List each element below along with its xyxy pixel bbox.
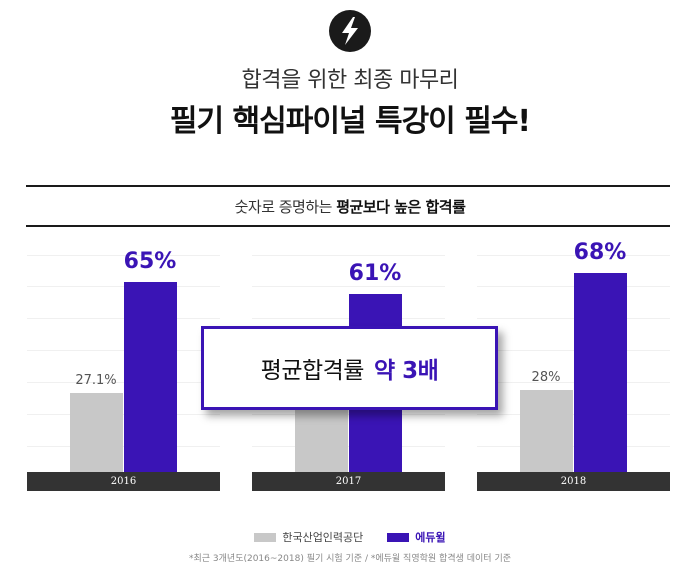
bar-baseline-2017 (295, 399, 348, 472)
legend-swatch-eduwill (387, 532, 410, 542)
bar-baseline-2018 (520, 390, 573, 472)
headline-main: 필기 핵심파이널 특강이 필수! (169, 104, 531, 139)
data-label-eduwill-2017: 61% (348, 261, 402, 286)
gridline (252, 318, 445, 319)
gridline (477, 255, 670, 256)
callout-highlight: 약 3배 (373, 358, 439, 384)
x-tick-label-2017: 2017 (252, 472, 445, 491)
gridline (27, 318, 220, 319)
gridline (27, 414, 220, 415)
data-label-eduwill-2016: 65% (123, 249, 177, 274)
chart-panel-2018: 28% 68% 2018 (477, 240, 670, 491)
legend: 한국산업인력공단 에듀윌 (0, 529, 700, 545)
headline-top: 합격을 위한 최종 마무리 (241, 68, 459, 93)
x-tick-label-2018: 2018 (477, 472, 670, 491)
gridline (477, 350, 670, 351)
data-label-eduwill-2018: 68% (573, 240, 627, 265)
gridline (27, 382, 220, 383)
bar-baseline-2016 (70, 393, 123, 472)
gridline (477, 286, 670, 287)
divider-top (26, 185, 670, 187)
legend-label-eduwill: 에듀윌 (415, 531, 446, 544)
subheading-normal: 숫자로 증명하는 (234, 198, 333, 216)
gridline (252, 414, 445, 415)
subheading: 숫자로 증명하는 평균보다 높은 합격률 (0, 196, 700, 217)
divider-bottom (26, 225, 670, 227)
legend-swatch-baseline (254, 532, 277, 542)
bar-eduwill-2016 (124, 282, 177, 472)
gridline (27, 286, 220, 287)
chart-panel-2016: 27.1% 65% 2016 (27, 248, 220, 491)
callout-box: 평균합격률 약 3배 (201, 326, 498, 410)
x-tick-label-2016: 2016 (27, 472, 220, 491)
lightning-bolt-icon (329, 10, 371, 52)
legend-item-baseline: 한국산업인력공단 (254, 529, 363, 545)
gridline (27, 350, 220, 351)
gridline (252, 286, 445, 287)
gridline (252, 255, 445, 256)
legend-item-eduwill: 에듀윌 (387, 529, 446, 545)
legend-label-baseline: 한국산업인력공단 (282, 531, 364, 544)
subheading-bold: 평균보다 높은 합격률 (336, 198, 466, 216)
data-label-baseline-2016: 27.1% (75, 373, 117, 388)
gridline (477, 446, 670, 447)
bar-eduwill-2018 (574, 273, 627, 472)
footnote: *최근 3개년도(2016~2018) 필기 시험 기준 / *에듀윌 직영학원… (188, 554, 512, 564)
callout-text: 평균합격률 (260, 358, 365, 384)
gridline (477, 318, 670, 319)
gridline (252, 446, 445, 447)
data-label-baseline-2018: 28% (531, 370, 561, 385)
gridline (27, 446, 220, 447)
gridline (477, 414, 670, 415)
gridline (477, 382, 670, 383)
gridline (27, 255, 220, 256)
